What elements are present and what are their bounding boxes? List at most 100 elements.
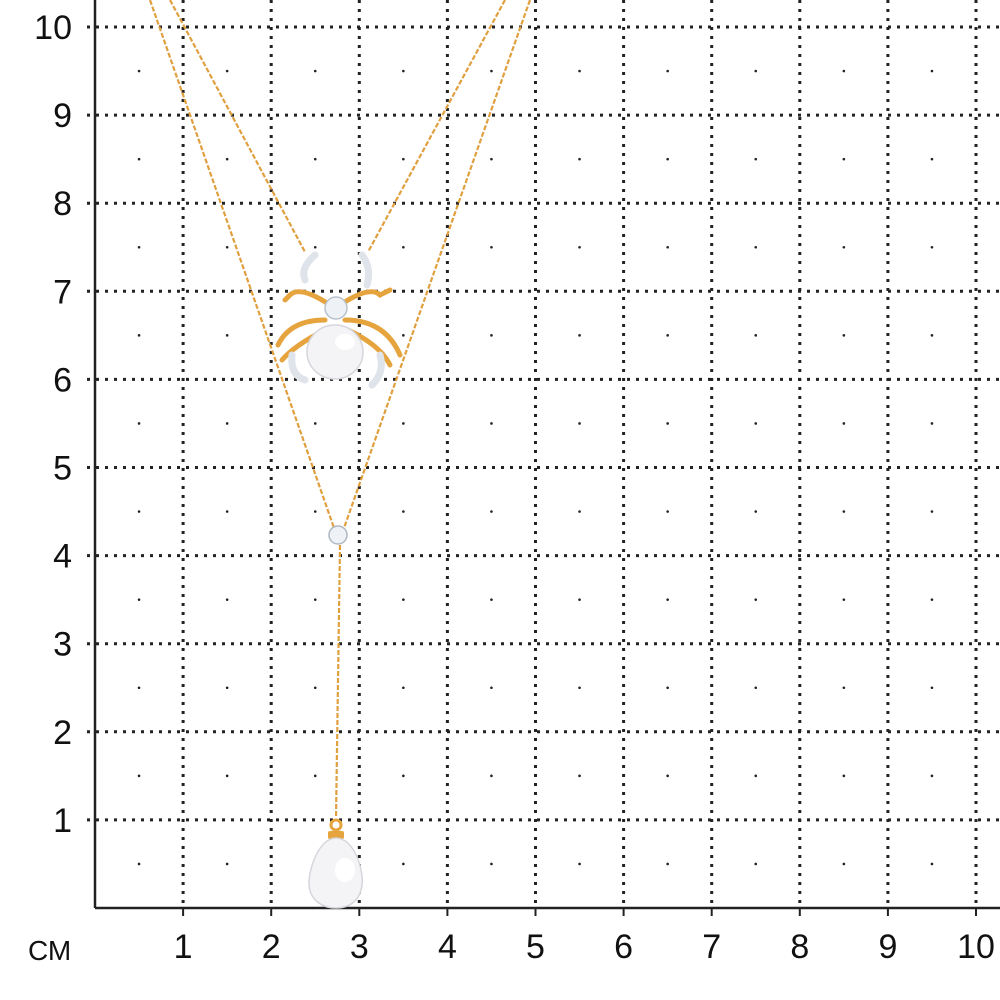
half-cm-dot xyxy=(930,774,934,778)
half-cm-dot xyxy=(930,334,934,337)
half-cm-dot xyxy=(225,774,229,778)
half-cm-dot xyxy=(842,422,846,425)
grid-lines xyxy=(87,0,1000,916)
unit-label: СМ xyxy=(28,935,71,966)
half-cm-dot xyxy=(402,69,405,73)
half-cm-dot xyxy=(754,510,758,513)
half-cm-dot xyxy=(754,157,758,161)
y-tick-label: 1 xyxy=(53,802,72,840)
half-cm-dot xyxy=(930,422,934,425)
half-cm-dot xyxy=(754,245,758,249)
y-tick-label: 2 xyxy=(53,714,72,752)
tick-labels: 1 2 3 4 5 6 7 8 9 10 1 2 3 4 5 6 7 8 9 10 xyxy=(34,9,995,966)
x-tick-label: 6 xyxy=(614,928,633,966)
half-cm-dot xyxy=(490,334,493,337)
x-tick-label: 10 xyxy=(957,928,995,966)
half-cm-dot xyxy=(930,862,934,866)
half-cm-dot xyxy=(754,774,758,778)
half-cm-dot xyxy=(578,510,581,513)
half-cm-dot xyxy=(578,686,581,690)
half-cm-dot xyxy=(578,334,581,337)
half-cm-dot xyxy=(578,598,581,601)
drop-pearl xyxy=(308,818,364,909)
half-cm-dot xyxy=(930,686,934,690)
half-cm-dot xyxy=(490,774,493,778)
half-cm-dot xyxy=(490,510,493,513)
half-cm-dot xyxy=(578,422,581,425)
half-cm-dot xyxy=(225,510,229,513)
half-cm-dot xyxy=(930,157,934,161)
half-cm-dot xyxy=(402,862,405,866)
half-cm-dot xyxy=(666,598,669,601)
spider-pearl xyxy=(306,324,364,380)
half-cm-dot xyxy=(402,334,405,337)
half-cm-dot xyxy=(666,157,669,161)
half-cm-dot xyxy=(754,69,758,73)
x-tick-label: 5 xyxy=(526,928,545,966)
half-cm-dot xyxy=(666,862,669,866)
half-cm-dot xyxy=(490,862,493,866)
half-cm-dot xyxy=(137,334,141,337)
x-tick-label: 7 xyxy=(702,928,721,966)
half-cm-dot xyxy=(666,422,669,425)
half-cm-dot xyxy=(225,157,229,161)
half-cm-dot xyxy=(842,862,846,866)
half-cm-dot xyxy=(137,245,141,249)
y-tick-label: 8 xyxy=(53,185,72,223)
y-tick-label: 9 xyxy=(53,97,72,135)
x-tick-label: 1 xyxy=(174,928,193,966)
half-cm-dot xyxy=(578,157,581,161)
x-tick-label: 4 xyxy=(438,928,457,966)
half-cm-dot xyxy=(754,422,758,425)
half-cm-dot xyxy=(225,686,229,690)
half-cm-dot xyxy=(666,774,669,778)
half-cm-dot xyxy=(402,157,405,161)
half-cm-dot xyxy=(842,774,846,778)
half-cm-dot xyxy=(137,686,141,690)
half-cm-dot xyxy=(842,69,846,73)
half-cm-dot xyxy=(842,334,846,337)
half-cm-dot xyxy=(490,598,493,601)
half-cm-dot xyxy=(842,245,846,249)
half-cm-dot xyxy=(225,245,229,249)
half-cm-dot xyxy=(754,862,758,866)
necklace xyxy=(148,0,532,909)
half-cm-dot xyxy=(137,157,141,161)
crystal-stone xyxy=(328,525,348,545)
half-cm-dot xyxy=(578,774,581,778)
half-cm-dot xyxy=(402,422,405,425)
half-cm-dot xyxy=(313,157,317,161)
spider-pendant xyxy=(275,251,403,389)
half-cm-dot xyxy=(402,245,405,249)
half-cm-dot xyxy=(754,686,758,690)
half-cm-dot xyxy=(225,422,229,425)
spider-stone xyxy=(324,296,348,320)
half-cm-dot xyxy=(313,69,317,73)
half-cm-dot xyxy=(137,598,141,601)
half-cm-dot xyxy=(313,245,317,249)
half-cm-dot xyxy=(137,510,141,513)
half-cm-dot xyxy=(842,510,846,513)
half-cm-dot xyxy=(490,69,493,73)
half-cm-dot xyxy=(402,686,405,690)
half-cm-dot xyxy=(137,862,141,866)
y-tick-label: 10 xyxy=(34,9,72,47)
half-cm-dot xyxy=(402,510,405,513)
half-cm-dot xyxy=(754,598,758,601)
half-cm-dot xyxy=(930,598,934,601)
x-tick-label: 2 xyxy=(262,928,281,966)
half-cm-dot xyxy=(578,862,581,866)
y-tick-label: 4 xyxy=(53,538,72,576)
x-tick-label: 9 xyxy=(878,928,897,966)
half-cm-dot xyxy=(842,598,846,601)
half-cm-dot xyxy=(313,510,317,513)
half-cm-dot xyxy=(313,774,317,778)
y-tick-label: 5 xyxy=(53,450,72,488)
half-cm-dot xyxy=(666,69,669,73)
half-cm-dot xyxy=(402,598,405,601)
half-cm-dot xyxy=(578,69,581,73)
half-cm-dot xyxy=(930,69,934,73)
half-cm-dot xyxy=(137,774,141,778)
half-cm-dot xyxy=(225,334,229,337)
